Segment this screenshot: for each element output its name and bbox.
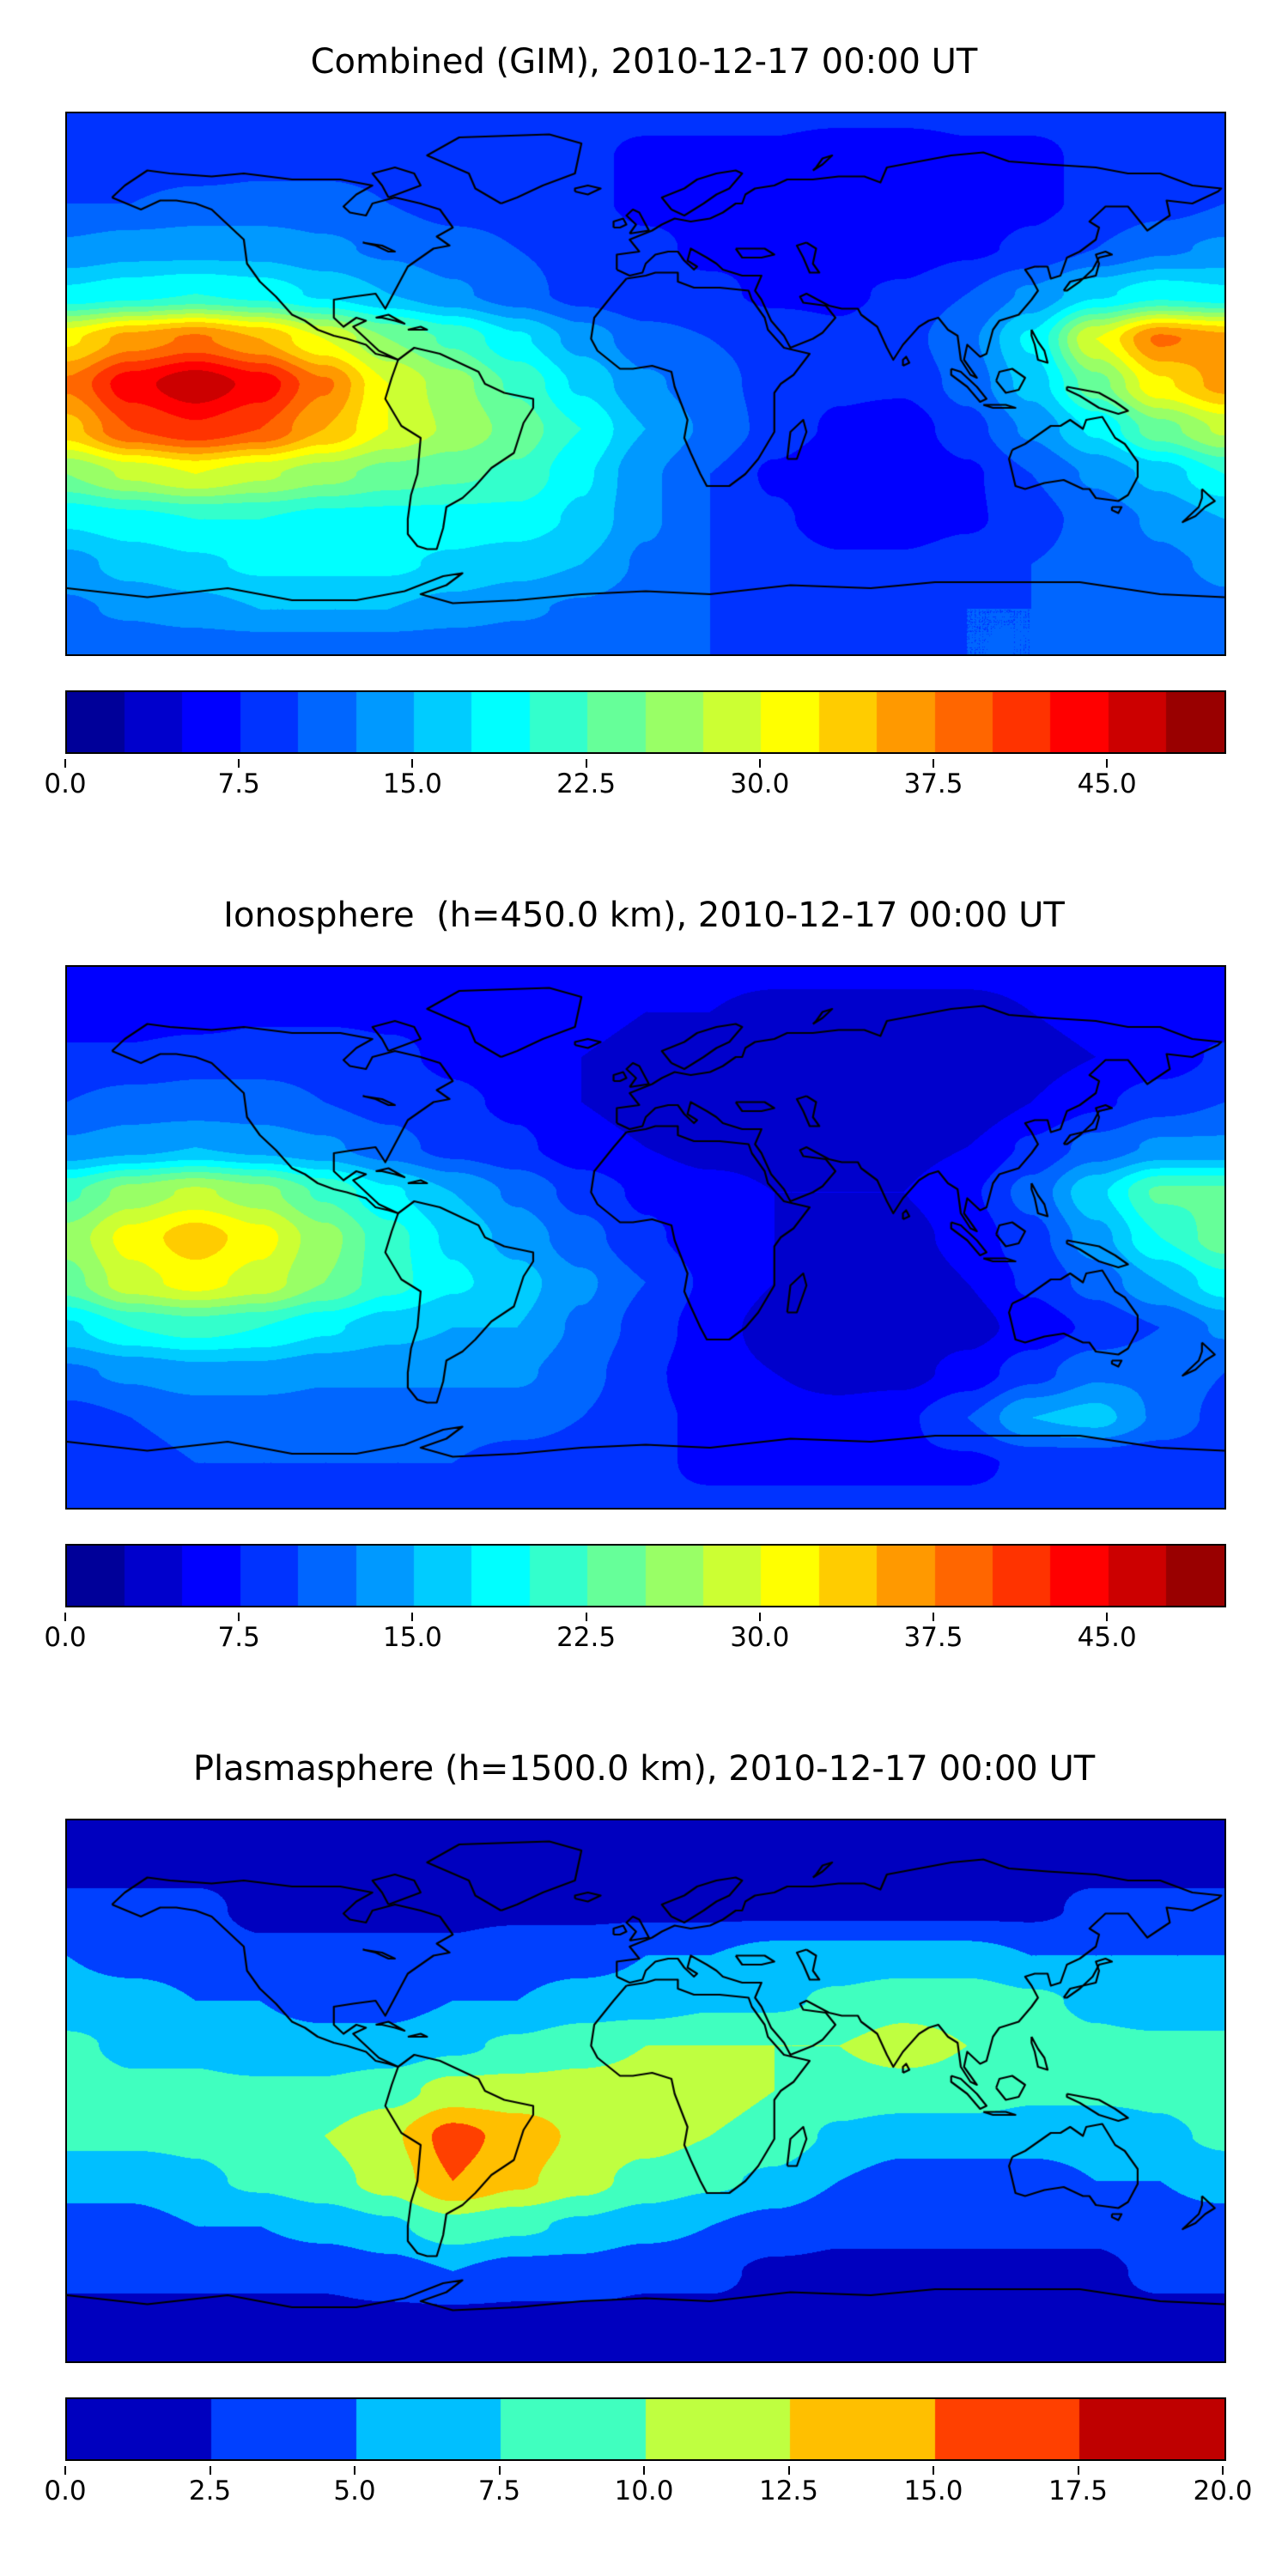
panel-title-ionosphere: Ionosphere (h=450.0 km), 2010-12-17 00:0… bbox=[223, 896, 1065, 935]
colorbar-tick-label: 15.0 bbox=[382, 769, 442, 799]
colorbar-tick bbox=[933, 1613, 934, 1621]
colorbar-tick-label: 37.5 bbox=[903, 1622, 963, 1653]
colorbar-tick bbox=[209, 2466, 211, 2475]
colorbar-tick-label: 7.5 bbox=[477, 2476, 521, 2506]
colorbar-tick-label: 45.0 bbox=[1077, 1622, 1137, 1653]
colorbar-ionosphere: 0.0 7.5 15.0 22.5 30.0 37.5 45.0 bbox=[44, 1544, 1226, 1656]
colorbar-canvas-combined bbox=[65, 690, 1226, 754]
colorbar-tick-label: 7.5 bbox=[217, 769, 260, 799]
colorbar-tick bbox=[1077, 2466, 1079, 2475]
world-map-canvas-plasmasphere bbox=[65, 1819, 1226, 2363]
colorbar-tick bbox=[787, 2466, 790, 2475]
colorbar-tick-label: 5.0 bbox=[333, 2476, 376, 2506]
colorbar-tick-label: 0.0 bbox=[44, 769, 87, 799]
colorbar-canvas-plasmasphere bbox=[65, 2397, 1226, 2461]
colorbar-tick-label: 15.0 bbox=[382, 1622, 442, 1653]
colorbar-tick bbox=[354, 2466, 355, 2475]
colorbar-tick bbox=[933, 2466, 934, 2475]
world-map-canvas-ionosphere bbox=[65, 965, 1226, 1510]
colorbar-tick-label: 2.5 bbox=[188, 2476, 232, 2506]
colorbar-tick-label: 37.5 bbox=[903, 769, 963, 799]
panel-combined: Combined (GIM), 2010-12-17 00:00 UT 0.0 7… bbox=[44, 0, 1226, 802]
map-ionosphere bbox=[65, 965, 1226, 1510]
colorbar-tick-label: 15.0 bbox=[903, 2476, 963, 2506]
map-plasmasphere bbox=[65, 1819, 1226, 2363]
colorbar-canvas-ionosphere bbox=[65, 1544, 1226, 1607]
colorbar-tick bbox=[498, 2466, 501, 2475]
colorbar-tick bbox=[758, 759, 761, 768]
colorbar-tick bbox=[933, 759, 934, 768]
colorbar-tick-label: 12.5 bbox=[758, 2476, 819, 2506]
colorbar-tick-label: 0.0 bbox=[44, 2476, 87, 2506]
colorbar-tick bbox=[643, 2466, 645, 2475]
colorbar-tick bbox=[238, 759, 240, 768]
colorbar-tick-label: 30.0 bbox=[730, 769, 790, 799]
colorbar-tick bbox=[758, 1613, 761, 1621]
world-map-canvas-combined bbox=[65, 112, 1226, 656]
colorbar-ticks-ionosphere: 0.0 7.5 15.0 22.5 30.0 37.5 45.0 bbox=[44, 1613, 1223, 1656]
colorbar-tick-label: 20.0 bbox=[1193, 2476, 1253, 2506]
colorbar-tick bbox=[64, 2466, 66, 2475]
colorbar-tick bbox=[1106, 759, 1109, 768]
colorbar-tick bbox=[585, 759, 587, 768]
colorbar-tick-label: 30.0 bbox=[730, 1622, 790, 1653]
panel-plasmasphere: Plasmasphere (h=1500.0 km), 2010-12-17 0… bbox=[44, 1656, 1253, 2509]
colorbar-plasmasphere: 0.0 2.5 5.0 7.5 10.0 12.5 15.0 17.5 20.0 bbox=[44, 2397, 1253, 2509]
colorbar-ticks-plasmasphere: 0.0 2.5 5.0 7.5 10.0 12.5 15.0 17.5 20.0 bbox=[44, 2466, 1253, 2509]
colorbar-ticks-combined: 0.0 7.5 15.0 22.5 30.0 37.5 45.0 bbox=[44, 759, 1223, 802]
colorbar-tick-label: 45.0 bbox=[1077, 769, 1137, 799]
colorbar-tick bbox=[411, 759, 414, 768]
colorbar-tick bbox=[238, 1613, 240, 1621]
colorbar-tick-label: 22.5 bbox=[556, 769, 617, 799]
panel-title-plasmasphere: Plasmasphere (h=1500.0 km), 2010-12-17 0… bbox=[192, 1749, 1096, 1789]
colorbar-combined: 0.0 7.5 15.0 22.5 30.0 37.5 45.0 bbox=[44, 690, 1226, 802]
colorbar-tick bbox=[411, 1613, 414, 1621]
colorbar-tick bbox=[585, 1613, 587, 1621]
colorbar-tick-label: 10.0 bbox=[614, 2476, 674, 2506]
colorbar-tick-label: 7.5 bbox=[217, 1622, 260, 1653]
panel-title-combined: Combined (GIM), 2010-12-17 00:00 UT bbox=[310, 42, 978, 82]
map-combined bbox=[65, 112, 1226, 656]
colorbar-tick bbox=[64, 1613, 66, 1621]
colorbar-tick bbox=[64, 759, 66, 768]
colorbar-tick-label: 0.0 bbox=[44, 1622, 87, 1653]
panel-ionosphere: Ionosphere (h=450.0 km), 2010-12-17 00:0… bbox=[44, 802, 1226, 1656]
colorbar-tick-label: 17.5 bbox=[1048, 2476, 1109, 2506]
colorbar-tick-label: 22.5 bbox=[556, 1622, 617, 1653]
colorbar-tick bbox=[1106, 1613, 1109, 1621]
colorbar-tick bbox=[1222, 2466, 1224, 2475]
